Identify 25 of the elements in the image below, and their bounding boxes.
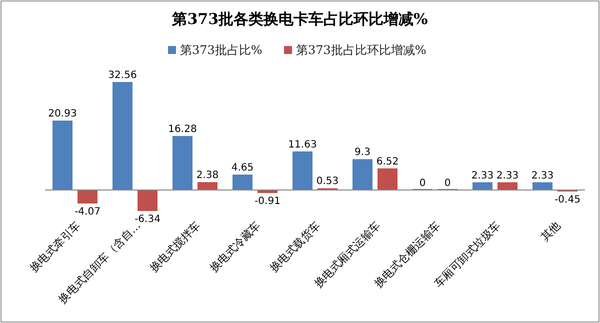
- data-label: -0.45: [554, 194, 580, 206]
- data-label: 2.33: [471, 170, 494, 182]
- data-label: 32.56: [108, 70, 137, 81]
- x-tick-label: 换电式牵引车: [27, 218, 84, 275]
- data-label: 2.33: [496, 170, 519, 182]
- data-label: 16.28: [168, 124, 197, 135]
- data-label: 0.53: [316, 176, 339, 188]
- data-label: -0.91: [254, 196, 280, 208]
- data-label: 4.65: [231, 162, 254, 174]
- data-label: 6.52: [376, 156, 399, 168]
- data-label: 0: [419, 178, 426, 189]
- data-label: 2.38: [196, 170, 219, 182]
- data-label: -6.34: [134, 214, 160, 226]
- x-tick-label: 其他: [538, 218, 564, 244]
- legend-label: 第373批占比%: [180, 43, 262, 57]
- data-label: 20.93: [48, 108, 77, 120]
- data-label: 2.33: [531, 170, 554, 182]
- data-label: 0: [444, 178, 451, 189]
- data-label: 9.3: [354, 147, 370, 158]
- data-label: 11.63: [288, 139, 317, 150]
- data-label: -4.07: [74, 206, 100, 218]
- chart-title: 第373批各类换电卡车占比环比增减%: [171, 10, 428, 28]
- x-tick-label: 换电式载货车: [267, 218, 324, 275]
- x-tick-label: 换电式冷藏车: [207, 218, 264, 275]
- legend-label: 第373批占比环比增减%: [296, 43, 426, 57]
